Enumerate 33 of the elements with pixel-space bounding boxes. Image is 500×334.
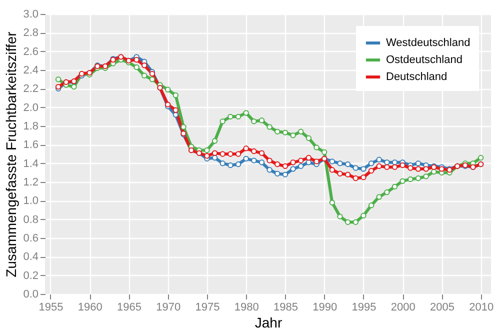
y-tick-label: 2.4 <box>23 64 38 76</box>
x-axis-title: Jahr <box>254 314 282 330</box>
x-tick-label: 1965 <box>116 302 142 314</box>
y-tick-label: 0.6 <box>23 232 38 244</box>
y-tick-label: 2.2 <box>23 83 38 96</box>
y-tick-label: 0.0 <box>23 288 38 300</box>
y-tick-label: 1.0 <box>23 195 38 208</box>
x-tick-label: 1975 <box>195 302 220 314</box>
y-tick-label: 2.8 <box>23 27 38 40</box>
y-tick-label: 1.8 <box>23 120 38 132</box>
y-tick-label: 2.0 <box>23 102 38 114</box>
legend-label: Westdeutschland <box>386 37 470 49</box>
y-tick-label: 0.8 <box>23 214 38 226</box>
x-tick-label: 1995 <box>352 302 376 314</box>
y-tick-label: 1.4 <box>23 158 38 170</box>
y-tick-label: 2.6 <box>23 46 38 58</box>
x-tick-label: 1990 <box>312 302 338 314</box>
x-tick-label: 1955 <box>38 302 64 314</box>
x-tick-label: 2010 <box>469 302 494 314</box>
x-tick-label: 1970 <box>156 302 181 314</box>
x-tick-label: 1980 <box>234 302 259 314</box>
x-tick-label: 1960 <box>78 302 102 314</box>
y-tick-label: 0.4 <box>23 251 38 264</box>
y-tick-label: 1.2 <box>23 176 38 188</box>
y-tick-label: 3.0 <box>23 8 38 20</box>
x-tick-label: 2005 <box>430 302 454 314</box>
x-tick-label: 1985 <box>273 302 298 314</box>
y-axis-title: Zusammengefasste Fruchtbarkeitsziffer <box>3 31 20 278</box>
y-tick-label: 0.2 <box>23 270 38 282</box>
legend-label: Deutschland <box>386 71 448 83</box>
x-tick-label: 2000 <box>390 302 416 314</box>
legend-label: Ostdeutschland <box>386 54 462 66</box>
y-tick-label: 1.6 <box>23 139 38 152</box>
